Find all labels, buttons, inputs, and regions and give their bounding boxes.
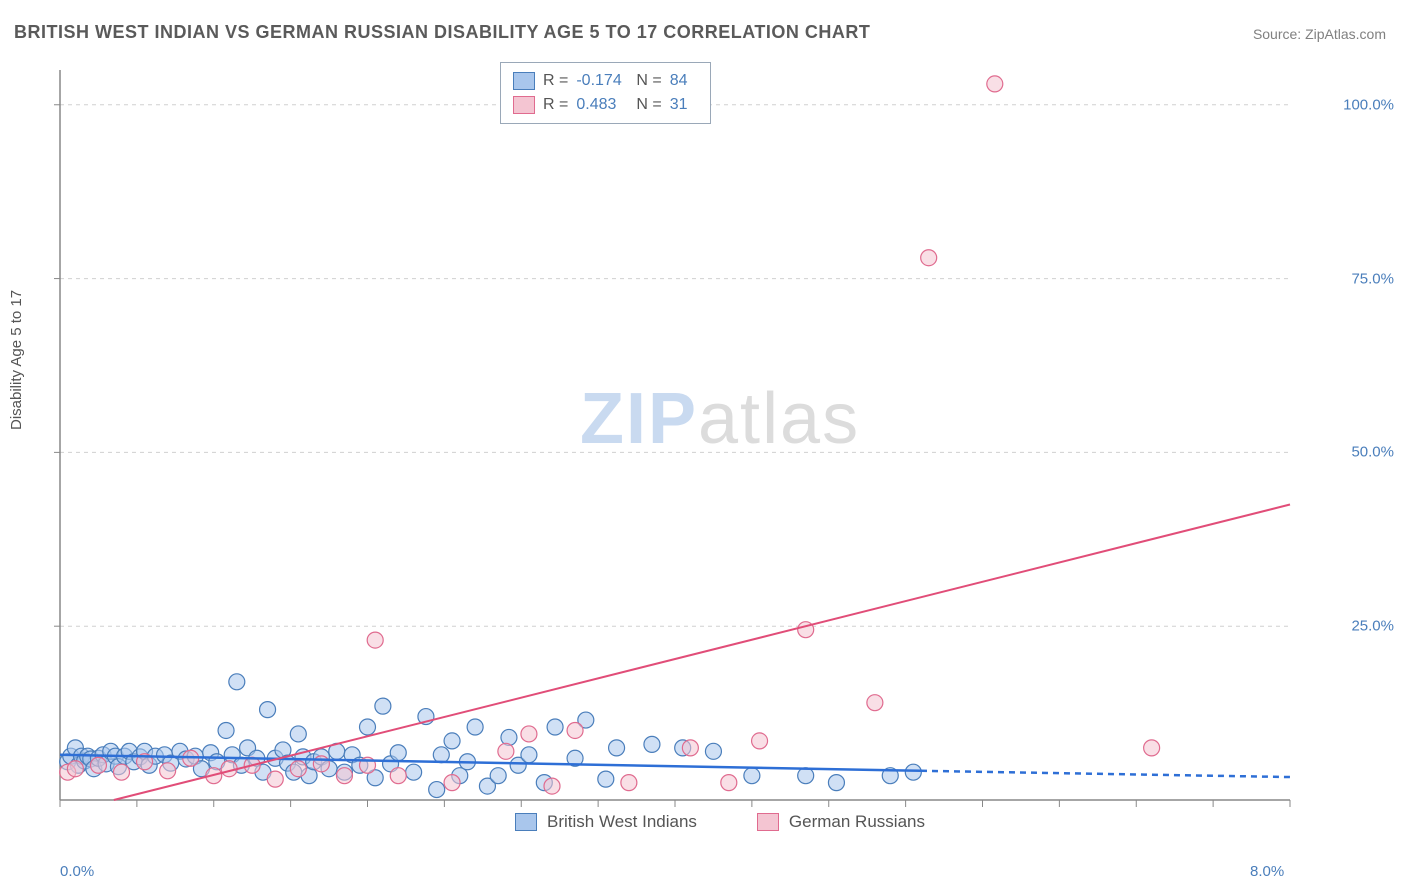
legend-swatch [513, 96, 535, 114]
series-legend-item: German Russians [757, 812, 925, 832]
legend-swatch [513, 72, 535, 90]
correlation-legend: R = -0.174 N = 84 R = 0.483 N = 31 [500, 62, 711, 124]
n-label: N = [636, 72, 661, 90]
r-value: -0.174 [576, 72, 628, 90]
y-tick-label: 75.0% [1351, 270, 1394, 287]
correlation-legend-row: R = -0.174 N = 84 [513, 69, 698, 93]
legend-swatch [515, 813, 537, 831]
series-label: British West Indians [547, 812, 697, 832]
plot-area: ZIPatlas R =-0.174N =84R =0.483N =31 Bri… [50, 60, 1350, 830]
legend-swatch [757, 813, 779, 831]
correlation-legend-row: R = 0.483 N = 31 [513, 93, 698, 117]
n-value: 84 [670, 72, 698, 90]
x-tick-label: 0.0% [60, 863, 94, 880]
source-attribution: Source: ZipAtlas.com [1253, 26, 1386, 42]
r-label: R = [543, 96, 568, 114]
source-label: Source: [1253, 26, 1305, 42]
y-tick-label: 100.0% [1343, 96, 1394, 113]
r-value: 0.483 [576, 96, 628, 114]
y-axis-label: Disability Age 5 to 17 [8, 290, 25, 430]
series-label: German Russians [789, 812, 925, 832]
scatter-plot-svg [50, 60, 1350, 830]
series-legend: British West Indians German Russians [515, 812, 925, 832]
y-tick-label: 25.0% [1351, 618, 1394, 635]
r-label: R = [543, 72, 568, 90]
n-value: 31 [670, 96, 698, 114]
x-tick-label: 8.0% [1250, 863, 1284, 880]
y-tick-label: 50.0% [1351, 444, 1394, 461]
series-legend-item: British West Indians [515, 812, 697, 832]
n-label: N = [636, 96, 661, 114]
source-link[interactable]: ZipAtlas.com [1305, 26, 1386, 42]
chart-title: BRITISH WEST INDIAN VS GERMAN RUSSIAN DI… [14, 22, 870, 43]
chart-container: BRITISH WEST INDIAN VS GERMAN RUSSIAN DI… [0, 0, 1406, 892]
